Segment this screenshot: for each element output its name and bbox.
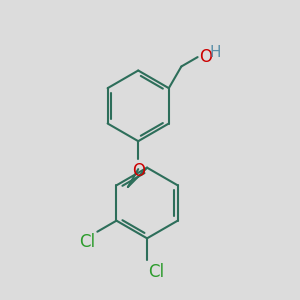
Text: O: O [199,48,212,66]
Text: H: H [210,45,221,60]
Text: O: O [132,162,145,180]
Text: Cl: Cl [148,263,165,281]
Text: Cl: Cl [79,233,95,251]
